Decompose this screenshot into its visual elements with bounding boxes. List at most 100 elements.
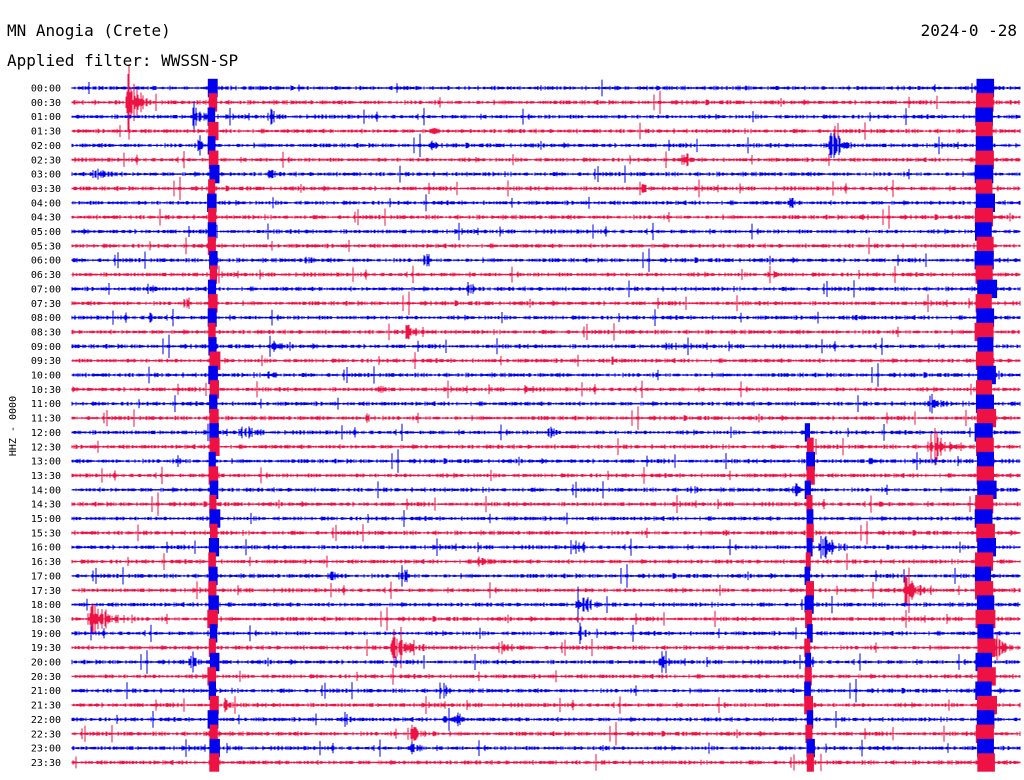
time-tick-label: 08:30: [31, 327, 61, 338]
time-tick-label: 22:30: [31, 729, 61, 740]
time-tick-label: 02:30: [31, 155, 61, 166]
saturated-signal-band: [976, 408, 997, 428]
time-tick-label: 03:30: [31, 184, 61, 195]
saturated-signal-band: [209, 437, 220, 456]
chart-subtitle: Applied filter: WWSSN-SP: [7, 51, 238, 70]
saturated-signal-band: [209, 423, 219, 442]
seismic-trace: [71, 151, 1021, 169]
saturated-signal-band: [209, 480, 219, 499]
time-tick-label: 03:00: [31, 170, 61, 181]
seismic-trace: [71, 334, 1021, 358]
saturated-signal-band: [209, 495, 217, 514]
time-tick-label: 18:00: [31, 600, 61, 611]
time-tick-label: 06:00: [31, 256, 61, 267]
saturated-signal-band: [975, 179, 992, 198]
saturated-signal-band: [974, 509, 993, 528]
saturated-signal-band: [806, 466, 815, 485]
time-tick-label: 15:30: [31, 528, 61, 539]
seismic-trace: [71, 352, 1021, 369]
time-tick-label: 14:00: [31, 485, 61, 496]
saturated-signal-band: [208, 552, 216, 571]
saturated-signal-band: [974, 322, 994, 342]
time-tick-label: 07:30: [31, 299, 61, 310]
time-tick-label: 04:00: [31, 198, 61, 209]
saturated-signal-band: [208, 121, 219, 141]
saturated-signal-band: [977, 365, 996, 385]
seismic-trace: [71, 406, 1021, 430]
saturated-signal-band: [207, 78, 218, 98]
saturated-signal-band: [806, 509, 814, 528]
time-tick-label: 09:30: [31, 356, 61, 367]
time-tick-label: 14:30: [31, 500, 61, 511]
saturated-signal-band: [209, 164, 220, 184]
saturated-signal-band: [209, 408, 219, 428]
seismic-trace: [71, 194, 1021, 212]
saturated-signal-band: [975, 351, 994, 370]
saturated-signal-band: [976, 595, 995, 614]
saturated-signal-band: [976, 466, 994, 485]
saturated-signal-band: [208, 681, 216, 700]
time-tick-label: 11:30: [31, 414, 61, 425]
saturated-signal-band: [804, 695, 813, 715]
saturated-signal-band: [975, 222, 992, 241]
chart-date: 2024-0 -28: [921, 21, 1017, 40]
saturated-signal-band: [209, 251, 218, 270]
seismic-trace: [71, 380, 1021, 399]
y-axis-label: HHZ - 0000: [8, 396, 19, 456]
seismic-trace: [71, 176, 1021, 201]
time-tick-label: 05:30: [31, 241, 61, 252]
seismic-trace: [71, 79, 1021, 97]
time-tick-label: 15:00: [31, 514, 61, 525]
saturated-signal-band: [208, 322, 216, 342]
saturated-signal-band: [975, 107, 993, 126]
seismic-trace: [71, 132, 1021, 158]
saturated-signal-band: [210, 523, 218, 543]
saturated-signal-band: [208, 566, 218, 586]
saturated-signal-band: [805, 581, 814, 600]
saturated-signal-band: [804, 423, 810, 442]
saturated-signal-band: [975, 652, 992, 672]
saturated-signal-band: [975, 150, 994, 169]
saturated-signal-band: [209, 738, 220, 758]
time-tick-label: 07:00: [31, 284, 61, 295]
saturated-signal-band: [207, 193, 217, 212]
saturated-signal-band: [806, 451, 815, 471]
saturated-signal-band: [806, 738, 815, 758]
seismic-trace: [71, 363, 1021, 387]
saturated-signal-band: [208, 365, 218, 385]
saturated-signal-band: [975, 136, 993, 155]
saturated-signal-band: [976, 437, 994, 456]
saturated-signal-band: [975, 724, 994, 743]
seismic-trace: [71, 323, 1021, 341]
saturated-signal-band: [208, 208, 217, 227]
saturated-signal-band: [804, 638, 811, 657]
saturated-signal-band: [209, 624, 218, 643]
time-tick-label: 11:00: [31, 399, 61, 410]
saturated-signal-band: [208, 595, 219, 614]
time-tick-label: 08:00: [31, 313, 61, 324]
saturated-signal-band: [208, 451, 216, 471]
saturated-signal-band: [208, 179, 216, 198]
time-tick-label: 20:30: [31, 672, 61, 683]
saturated-signal-band: [974, 164, 994, 184]
time-tick-label: 21:30: [31, 701, 61, 712]
saturated-signal-band: [806, 624, 813, 643]
saturated-signal-band: [975, 681, 992, 700]
time-tick-label: 01:00: [31, 112, 61, 123]
saturated-signal-band: [806, 437, 814, 456]
saturated-signal-band: [975, 294, 992, 313]
saturated-signal-band: [806, 523, 814, 543]
saturated-signal-band: [805, 595, 814, 614]
saturated-signal-band: [209, 265, 217, 284]
time-tick-label: 06:30: [31, 270, 61, 281]
saturated-signal-band: [208, 93, 218, 112]
saturated-signal-band: [977, 624, 994, 643]
saturated-signal-band: [208, 294, 218, 313]
seismic-trace: [71, 309, 1021, 327]
time-tick-label: 00:30: [31, 98, 61, 109]
time-tick-label: 05:00: [31, 227, 61, 238]
saturated-signal-band: [976, 236, 994, 256]
seismic-trace: [71, 65, 1021, 140]
time-tick-label: 04:30: [31, 213, 61, 224]
